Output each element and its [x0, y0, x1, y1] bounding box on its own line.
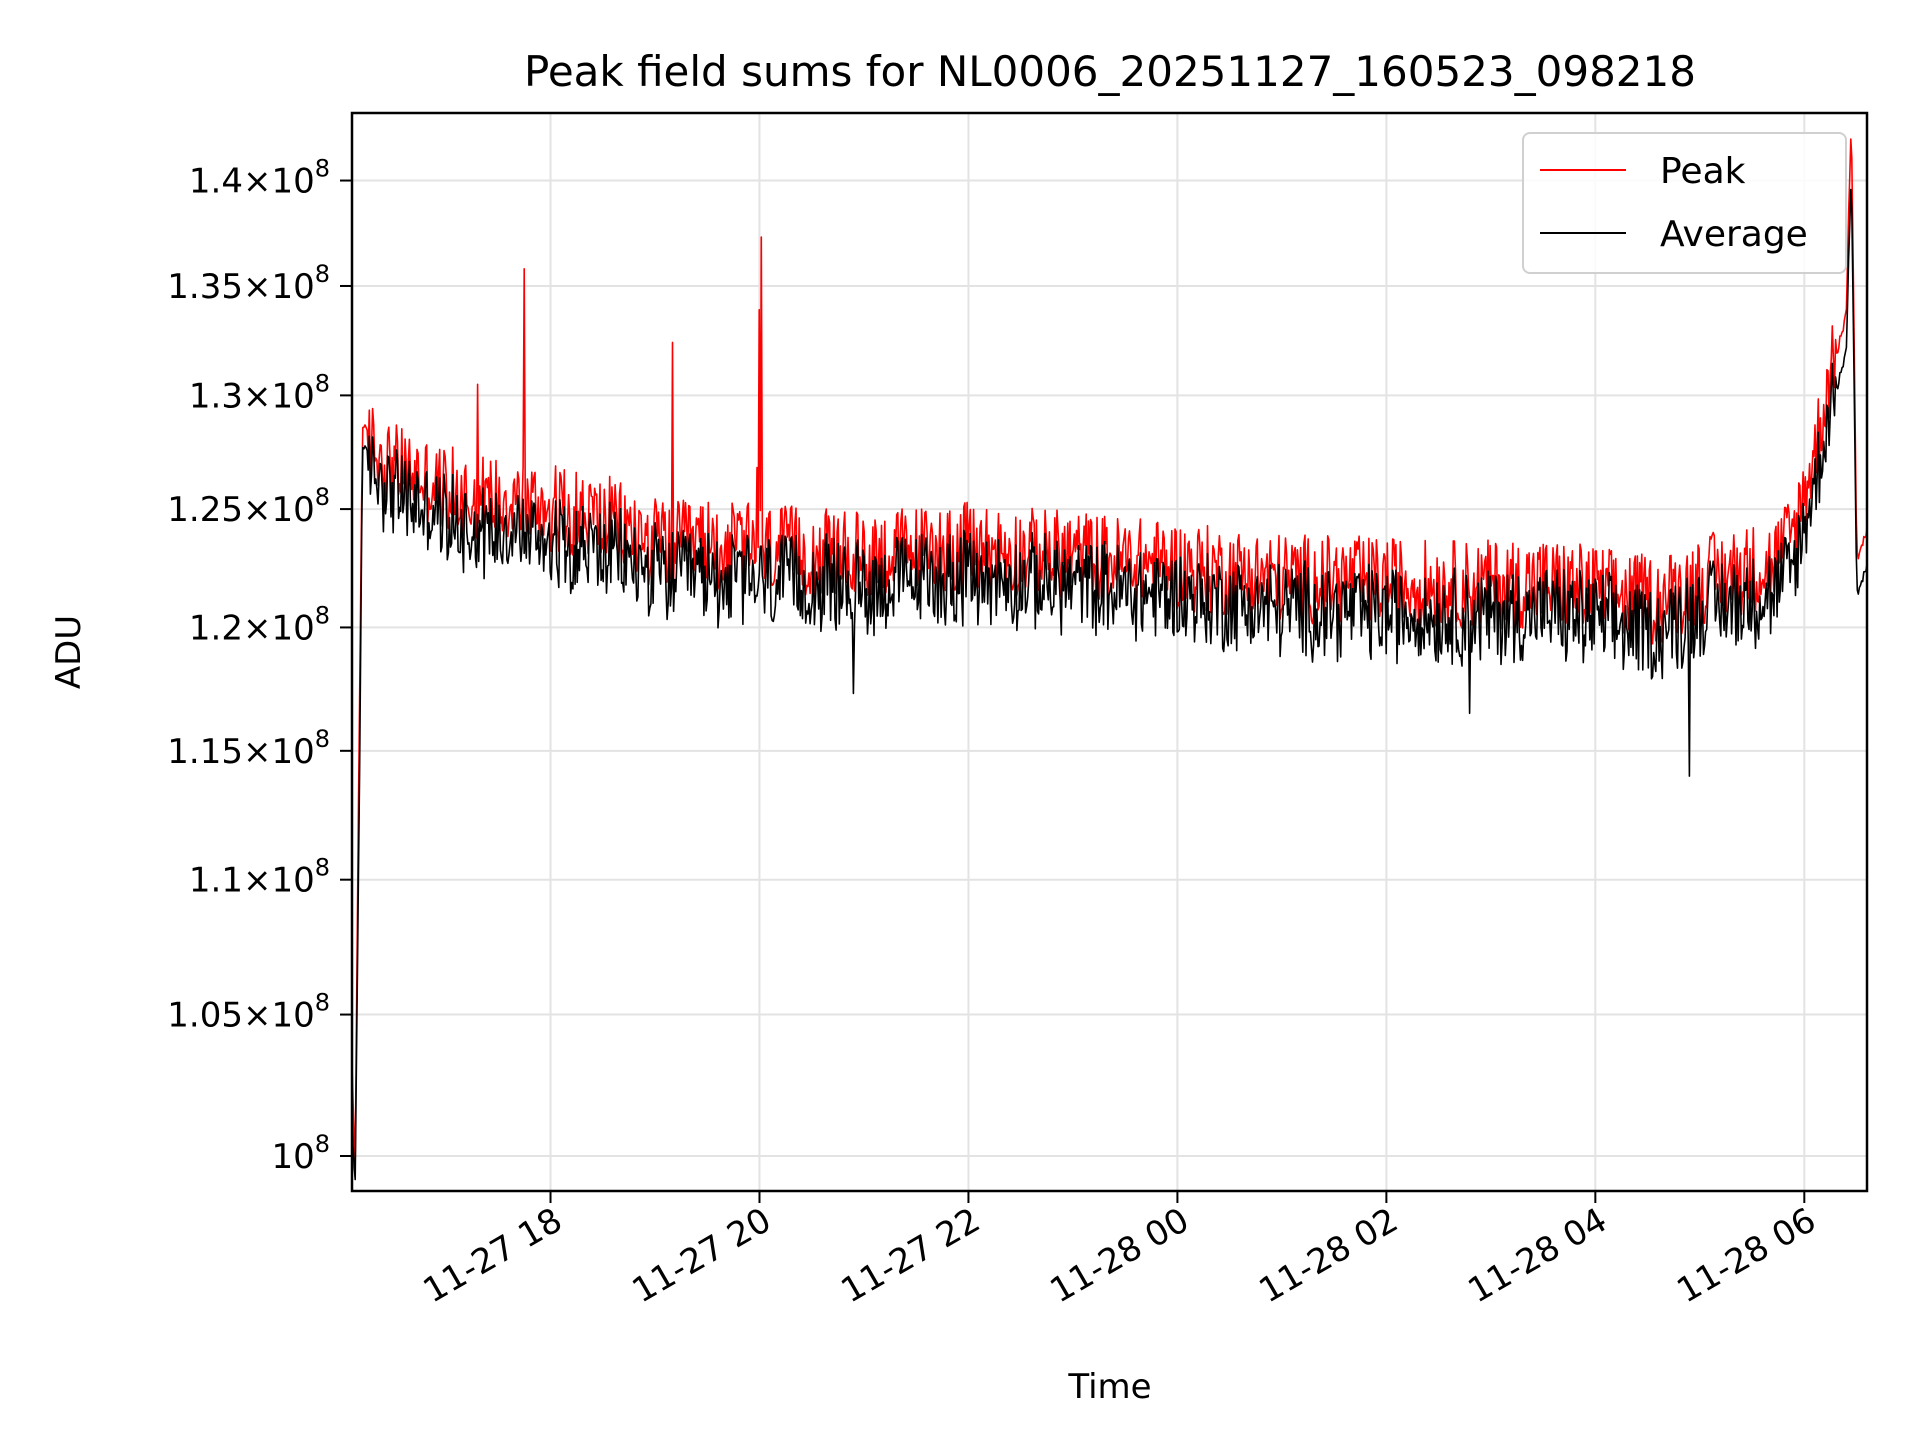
y-tick-label: 108 [271, 1130, 330, 1177]
x-tick-label: 11-28 04 [1461, 1200, 1613, 1311]
x-tick-label: 11-28 02 [1252, 1200, 1404, 1311]
x-axis-label: Time [1067, 1367, 1151, 1407]
y-tick-label: 1.15×108 [167, 725, 330, 772]
series-line-peak [352, 138, 1867, 1163]
x-tick-label: 11-28 06 [1670, 1200, 1822, 1311]
y-tick-label: 1.35×108 [167, 260, 330, 307]
legend-box [1522, 132, 1847, 274]
grid [352, 113, 1867, 1191]
legend: Peak Average [1522, 132, 1847, 274]
x-tick-label: 11-28 00 [1044, 1200, 1196, 1311]
y-tick-label: 1.05×108 [167, 989, 330, 1036]
x-axis-ticks: 11-27 18 11-27 20 11-27 22 11-28 00 11-28 02… [417, 1191, 1823, 1311]
y-axis-ticks: 108 1.05×108 1.1×108 1.15×108 1.2×108 1.25×10… [167, 155, 352, 1177]
series-layer [352, 138, 1867, 1181]
plot-frame [350, 111, 1869, 1193]
y-axis-label: ADU [49, 615, 89, 689]
y-tick-label: 1.1×108 [189, 854, 330, 901]
y-tick-label: 1.3×108 [189, 369, 330, 416]
y-tick-label: 1.4×108 [189, 155, 330, 202]
x-tick-label: 11-27 22 [835, 1200, 987, 1311]
y-tick-label: 1.2×108 [189, 601, 330, 648]
legend-label-peak: Peak [1660, 151, 1746, 192]
x-tick-label: 11-27 18 [417, 1200, 569, 1311]
chart-title: Peak field sums for NL0006_20251127_1605… [524, 47, 1696, 96]
x-tick-label: 11-27 20 [626, 1200, 778, 1311]
legend-label-average: Average [1660, 214, 1808, 255]
series-line-average [352, 188, 1867, 1181]
y-tick-label: 1.25×108 [167, 483, 330, 530]
